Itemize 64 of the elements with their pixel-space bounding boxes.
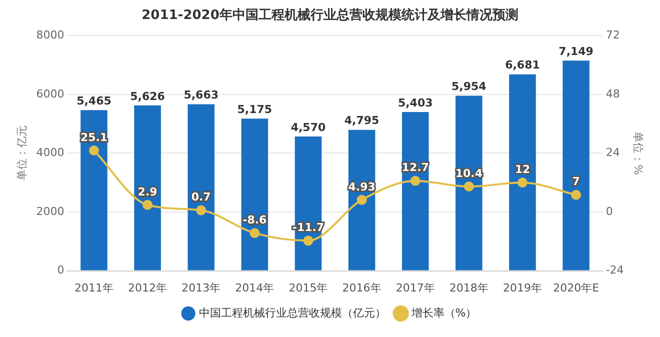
data-label: 5,954 [452,80,487,94]
y2-tick-label: 72 [606,28,620,42]
point [88,146,99,156]
y2-tick-label: 48 [606,87,620,100]
legend-label: 增长率（%） [410,306,477,320]
bar [348,130,376,270]
y-tick-label: 8000 [36,28,64,42]
data-label: 5,663 [184,88,218,102]
x-tick-label: 2020年E [553,281,600,294]
point [303,236,314,246]
data-label: 7 [572,175,580,188]
data-label: 25.1 [80,130,108,144]
data-label: 5,175 [237,103,272,116]
data-label: 12 [514,162,530,176]
chart-title: 2011-2020年中国工程机械行业总营收规模统计及增长情况预测 [142,7,518,24]
point [196,205,206,216]
data-label: 5,403 [398,96,433,110]
x-tick-label: 2018年 [449,281,488,294]
bar [562,60,590,270]
data-label: 4.93 [348,180,376,194]
x-tick-label: 2013年 [182,281,221,294]
data-label: 2.9 [138,185,158,198]
y2-tick-label: 0 [606,204,613,218]
point [142,200,153,210]
bar [402,112,429,270]
data-label: 0.7 [191,190,211,204]
x-tick-label: 2011年 [74,281,114,294]
bar [509,74,536,270]
y-axis-title: 单位：亿元 [15,126,28,181]
point [464,182,474,192]
y2-axis-title: 单位：% [632,131,645,175]
x-tick-label: 2017年 [396,281,435,294]
bar [134,105,161,270]
data-label: 4,570 [290,120,326,134]
data-label: 4,795 [344,114,380,128]
bar [456,96,482,270]
point [571,190,582,200]
point [517,178,528,188]
y-tick-label: 4000 [36,146,64,160]
y2-tick-label: -24 [606,264,624,277]
x-tick-label: 2016年 [342,281,382,294]
y2-tick-label: 24 [606,146,620,160]
point [356,194,367,205]
data-label: 10.4 [455,166,483,180]
point [410,176,420,186]
data-label: 12.7 [402,161,429,174]
x-tick-label: 2019年 [502,281,542,294]
bar [80,110,108,270]
x-tick-label: 2015年 [288,281,328,294]
x-tick-label: 2012年 [128,281,168,294]
data-label: 6,681 [505,58,540,72]
data-label: 5,626 [130,90,166,103]
bar [188,104,214,270]
bar [294,136,322,270]
bar [241,118,268,270]
data-label: 7,149 [558,44,594,58]
legend-label: 中国工程机械行业总营收规模（亿元） [198,306,386,320]
x-tick-label: 2014年 [235,281,274,294]
y-tick-label: 0 [57,264,64,277]
y-tick-label: 6000 [36,87,64,100]
data-label: -8.6 [242,213,268,226]
point [250,228,260,238]
y-tick-label: 2000 [36,204,64,218]
data-label: 5,465 [76,94,112,108]
